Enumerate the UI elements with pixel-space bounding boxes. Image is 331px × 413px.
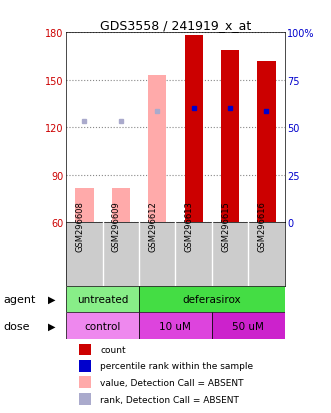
Text: dose: dose [3, 321, 30, 331]
Bar [257, 62, 275, 223]
Bar [66, 286, 139, 313]
Bar [79, 393, 91, 405]
Bar [139, 313, 212, 339]
Bar [139, 286, 285, 313]
Bar [75, 188, 94, 223]
Text: percentile rank within the sample: percentile rank within the sample [100, 361, 253, 370]
Text: 10 uM: 10 uM [160, 321, 191, 331]
Text: GSM296609: GSM296609 [112, 201, 121, 252]
Text: untreated: untreated [77, 294, 128, 304]
Text: GSM296616: GSM296616 [258, 201, 266, 252]
Text: ▶: ▶ [48, 294, 55, 304]
Bar [79, 344, 91, 356]
Bar [79, 360, 91, 372]
Text: value, Detection Call = ABSENT: value, Detection Call = ABSENT [100, 378, 244, 387]
Text: GSM296608: GSM296608 [75, 201, 84, 252]
Text: 50 uM: 50 uM [232, 321, 264, 331]
Bar [66, 313, 139, 339]
Text: GSM296613: GSM296613 [185, 201, 194, 252]
Text: ▶: ▶ [48, 321, 55, 331]
Bar [212, 313, 285, 339]
Text: deferasirox: deferasirox [182, 294, 241, 304]
Text: control: control [84, 321, 121, 331]
Text: GSM296612: GSM296612 [148, 201, 157, 252]
Text: agent: agent [3, 294, 36, 304]
Title: GDS3558 / 241919_x_at: GDS3558 / 241919_x_at [100, 19, 251, 32]
Bar [148, 76, 166, 223]
Bar [112, 188, 130, 223]
Text: rank, Detection Call = ABSENT: rank, Detection Call = ABSENT [100, 395, 239, 404]
Bar [79, 377, 91, 388]
Bar [221, 50, 239, 223]
Text: count: count [100, 345, 126, 354]
Text: GSM296615: GSM296615 [221, 201, 230, 252]
Bar [185, 36, 203, 223]
